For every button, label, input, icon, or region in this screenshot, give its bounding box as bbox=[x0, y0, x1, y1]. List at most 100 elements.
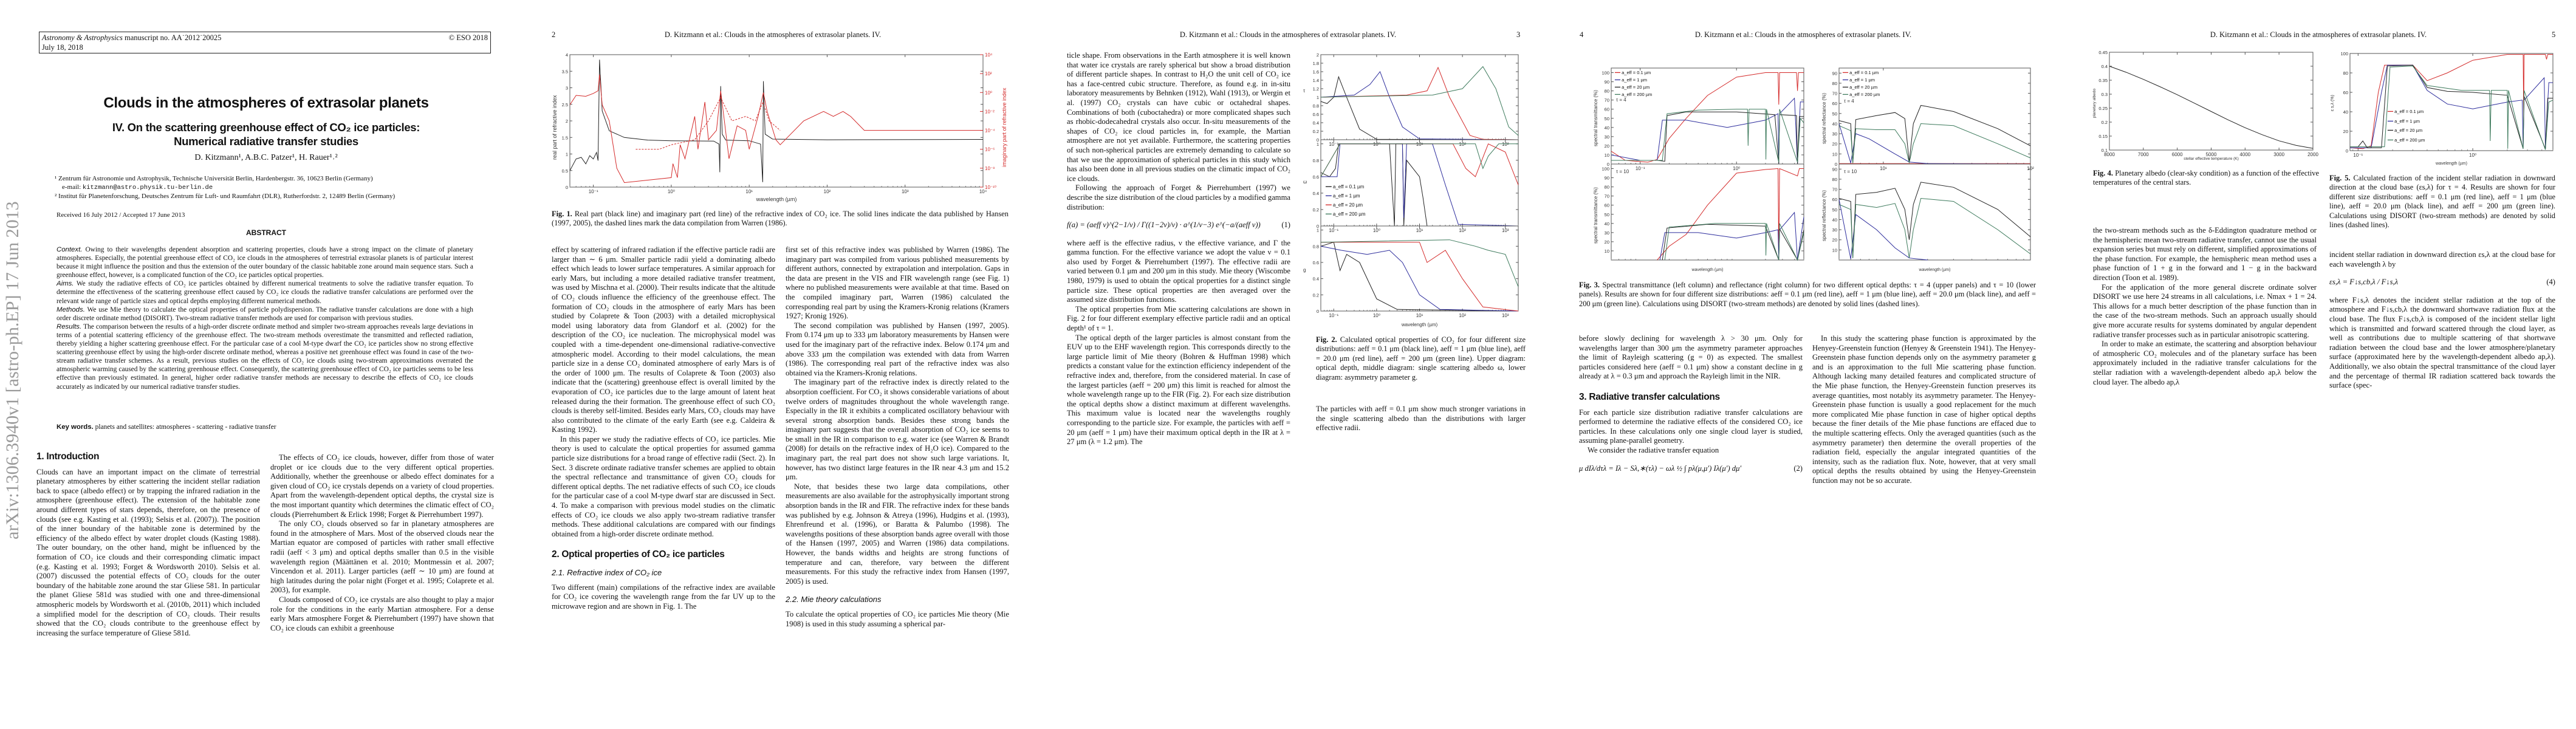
y-tick-label: 10 bbox=[1832, 151, 1837, 157]
y-tick-label: 90 bbox=[1832, 166, 1837, 172]
y-tick-label: 0.4 bbox=[2102, 64, 2108, 69]
y-tick-label: 20 bbox=[1832, 142, 1837, 147]
series-line-red bbox=[1321, 242, 1519, 312]
y-tick-label: 90 bbox=[1605, 80, 1609, 85]
y-tick-label: 100 bbox=[1601, 70, 1609, 76]
series-line-blue bbox=[1659, 211, 1804, 261]
x-tick-label: 10⁰ bbox=[1733, 166, 1740, 171]
figure-3-transmittance-tau10: 10 20 30 40 50 60 70 80 90 100 bbox=[1601, 163, 1804, 261]
x-tick-label: 10² bbox=[1459, 142, 1466, 147]
series-line-black bbox=[1320, 75, 1519, 140]
y-tick-label: 10 bbox=[1605, 248, 1609, 254]
paragraph: where aeff is the effective radius, ν th… bbox=[1067, 238, 1290, 304]
legend-entry: a_eff = 20 µm bbox=[1849, 84, 1878, 90]
page-1: Astronomy & Astrophysics manuscript no. … bbox=[0, 0, 515, 729]
y2-tick-label: 10⁻¹⁰ bbox=[985, 185, 996, 190]
chart-plot-area: 8000 7000 6000 5000 4000 3000 2000 0.1 0.15 0.2 0.… bbox=[2098, 50, 2318, 157]
paragraph: the two-stream methods such as the δ-Edd… bbox=[2093, 226, 2317, 282]
figure-1-chart: 10⁻¹ 10⁰ 10¹ 10² 10³ 10⁴ 0 0.5 1 1.5 2 2.5 3 3.5 4 10⁻¹… bbox=[562, 52, 996, 194]
page-number: 4 bbox=[1580, 30, 1584, 39]
y-axis-label-left: real part of refractive index bbox=[552, 95, 558, 160]
y-tick-label: 2 bbox=[1317, 52, 1319, 58]
x-tick-label: 10⁰ bbox=[1373, 313, 1380, 318]
chart-plot-area: 10⁻¹ 10⁰ 10¹ 10² 10³ 0 0.2 0.4 0.6 0.8 1 1.2 1.4 1.6 1… bbox=[1313, 52, 1519, 147]
y-tick-label: 0 bbox=[1317, 137, 1319, 143]
series-line-black bbox=[1611, 111, 1804, 165]
legend-entry: a_eff = 200 µm bbox=[1849, 92, 1880, 97]
legend-entry: a_eff = 20 µm bbox=[1332, 202, 1363, 208]
series-line-red bbox=[1611, 72, 1804, 163]
email-link[interactable]: kitzmann@astro.physik.tu-berlin.de bbox=[82, 184, 213, 191]
y-tick-label: 2.5 bbox=[562, 102, 568, 108]
y-tick-label: 0.2 bbox=[2102, 120, 2108, 125]
y-tick-label: 1.5 bbox=[562, 135, 568, 140]
figure-3-legend-left: ━━ a_eff = 0.1 µm ━━ a_eff = 1 µm ━━ a_e… bbox=[1615, 70, 1653, 97]
y-tick-label: 60 bbox=[1605, 107, 1609, 112]
x-axis-label: wavelength (µm) bbox=[1691, 268, 1724, 272]
y-tick-label: 80 bbox=[1605, 185, 1609, 190]
x-tick-label: 10⁰ bbox=[1373, 228, 1380, 233]
y-axis-label: spectral transmittance (%) bbox=[1593, 187, 1598, 244]
figure-5-legend: ━━ a_eff = 0.1 µm ━━ a_eff = 1 µm ━━ a_e… bbox=[2388, 109, 2425, 143]
x-tick-label: 8000 bbox=[2104, 152, 2115, 157]
series-line-black bbox=[1838, 104, 2031, 163]
page-5: D. Kitzmann et al.: Clouds in the atmosp… bbox=[2061, 0, 2576, 729]
y-tick-label: 20 bbox=[2343, 129, 2348, 134]
legend-entry: a_eff = 0.1 µm bbox=[1332, 184, 1365, 190]
series-line-green bbox=[1320, 66, 1519, 136]
y-tick-label: 1 bbox=[1317, 95, 1319, 100]
axes-frame bbox=[569, 54, 984, 188]
date: July 18, 2018 bbox=[42, 43, 83, 52]
y-axis-label: spectral reflectance (%) bbox=[1821, 92, 1827, 145]
y-tick-label: 50 bbox=[1832, 111, 1837, 117]
series-line-blue bbox=[1320, 70, 1519, 140]
series-line-red bbox=[1657, 168, 1804, 261]
y-tick-label: 30 bbox=[1832, 227, 1837, 233]
section-heading: 2. Optical properties of CO₂ ice particl… bbox=[552, 549, 725, 560]
legend-entry: a_eff = 200 µm bbox=[1332, 211, 1366, 217]
legend-entry: a_eff = 20 µm bbox=[1622, 84, 1650, 90]
x-tick-label: 6000 bbox=[2172, 152, 2183, 157]
legend-entry: a_eff = 1 µm bbox=[1332, 193, 1360, 199]
axes-frame bbox=[1320, 225, 1519, 312]
paragraph: Clouds can have an important impact on t… bbox=[36, 467, 260, 637]
abstract-results: The comparison between the results of a … bbox=[57, 323, 473, 391]
x-tick-label: 10¹ bbox=[1416, 313, 1423, 318]
series-line-black bbox=[2350, 64, 2553, 149]
tau-label: τ = 10 bbox=[1844, 169, 1857, 174]
series-line-red bbox=[569, 74, 983, 183]
y-tick-label: 90 bbox=[1832, 70, 1837, 76]
axes-frame bbox=[1320, 54, 1519, 140]
y-tick-label: 3 bbox=[566, 86, 568, 91]
x-axis-label: wavelength (µm) bbox=[1919, 268, 1951, 272]
y2-tick-label: 10⁻⁶ bbox=[985, 147, 995, 152]
y-tick-label: 0.4 bbox=[1313, 120, 1319, 126]
paragraph: The optical properties from Mie scatteri… bbox=[1067, 304, 1290, 333]
x-tick-label: 10³ bbox=[1502, 313, 1509, 318]
x-tick-label: 5000 bbox=[2206, 152, 2217, 157]
chart-plot-area: 10⁻¹ 10⁰ 10¹ 10² 10³ 10⁴ 0 0.5 1 1.5 2 2.5 3 3.5 4 10⁻¹… bbox=[562, 52, 996, 194]
x-tick-label: 4000 bbox=[2239, 152, 2250, 157]
y-tick-label: 10 bbox=[1605, 152, 1609, 158]
chart-plot-area: 10 20 30 40 50 60 70 80 90 bbox=[1832, 163, 2031, 261]
left-column: before slowly declining for wavelength λ… bbox=[1579, 334, 1803, 723]
x-axis-label: wavelength (µm) bbox=[2436, 162, 2467, 166]
abstract-label: Context. bbox=[57, 246, 83, 253]
y-tick-label: 0.5 bbox=[562, 168, 568, 174]
x-tick-label: 10² bbox=[1459, 313, 1466, 318]
subtitle-line-2: Numerical radiative transfer studies bbox=[174, 135, 358, 148]
y-tick-label: 60 bbox=[2343, 90, 2348, 95]
keywords: Key words. planets and satellites: atmos… bbox=[57, 423, 276, 431]
page-number: 3 bbox=[1516, 30, 1521, 39]
y-axis-label: ε s,λ (%) bbox=[2331, 95, 2335, 112]
y-tick-label: 70 bbox=[1832, 91, 1837, 97]
left-column: ticle shape. From observations in the Ea… bbox=[1067, 51, 1290, 725]
equation-number: (2) bbox=[1793, 464, 1803, 473]
x-tick-label: 2000 bbox=[2307, 152, 2318, 157]
axes-frame bbox=[2109, 52, 2314, 151]
y-tick-label: 0 bbox=[566, 185, 568, 190]
chart-plot-area: 10⁻¹ 10⁰ 0 10 20 30 40 50 60 70 80 90 100 bbox=[1601, 67, 1804, 171]
paragraph: incident stellar radiation in downward d… bbox=[2329, 250, 2555, 269]
series-line-blue bbox=[1838, 123, 2031, 165]
figure-1-caption: Fig. 1. Real part (black line) and imagi… bbox=[552, 210, 1009, 228]
